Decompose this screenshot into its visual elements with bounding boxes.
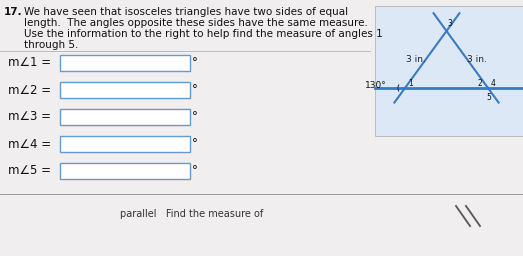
Text: m∠5 =: m∠5 = — [8, 165, 51, 177]
Text: °: ° — [192, 57, 198, 69]
Text: °: ° — [192, 137, 198, 151]
Bar — [60, 109, 190, 125]
Bar — [60, 163, 190, 179]
Text: parallel   Find the measure of: parallel Find the measure of — [120, 209, 263, 219]
Bar — [60, 82, 190, 98]
Text: 130°: 130° — [365, 81, 387, 91]
Text: length.  The angles opposite these sides have the same measure.: length. The angles opposite these sides … — [24, 18, 368, 28]
Text: 5: 5 — [486, 93, 491, 102]
Bar — [60, 136, 190, 152]
Text: 3: 3 — [448, 19, 452, 28]
Text: m∠3 =: m∠3 = — [8, 111, 51, 123]
Text: °: ° — [192, 111, 198, 123]
Text: 17.: 17. — [4, 7, 22, 17]
Text: m∠2 =: m∠2 = — [8, 83, 51, 97]
Text: 3 in.: 3 in. — [468, 55, 487, 64]
Text: m∠1 =: m∠1 = — [8, 57, 51, 69]
Text: m∠4 =: m∠4 = — [8, 137, 51, 151]
Text: We have seen that isosceles triangles have two sides of equal: We have seen that isosceles triangles ha… — [24, 7, 348, 17]
Text: °: ° — [192, 165, 198, 177]
Text: 2: 2 — [478, 79, 483, 88]
Text: Use the information to the right to help find the measure of angles 1: Use the information to the right to help… — [24, 29, 383, 39]
Text: 3 in.: 3 in. — [406, 55, 426, 64]
Text: 4: 4 — [491, 79, 496, 88]
Bar — [375, 6, 523, 136]
Text: 1: 1 — [408, 79, 413, 88]
Text: through 5.: through 5. — [24, 40, 78, 50]
Bar — [60, 55, 190, 71]
Text: °: ° — [192, 83, 198, 97]
